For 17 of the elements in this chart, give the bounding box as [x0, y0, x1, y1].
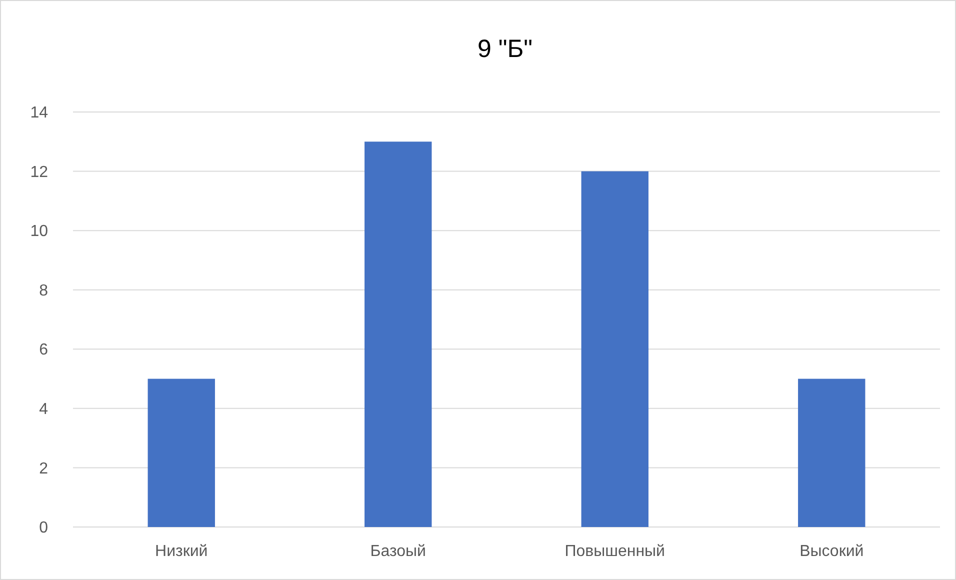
x-tick-label: Базоый [370, 543, 426, 560]
y-tick-label: 6 [39, 342, 48, 359]
y-tick-label: 8 [39, 282, 48, 300]
y-tick-label: 0 [39, 520, 48, 537]
y-tick-label: 10 [30, 223, 48, 240]
x-tick-label: Низкий [155, 543, 208, 560]
y-tick-label: 4 [39, 401, 48, 418]
y-tick-label: 12 [30, 164, 48, 181]
bar [581, 171, 648, 527]
chart-title: 9 "Б" [477, 35, 533, 63]
bar [148, 378, 215, 527]
y-tick-label: 2 [39, 460, 48, 478]
bar [798, 378, 866, 527]
x-tick-label: Высокий [800, 543, 864, 560]
x-tick-label: Повышенный [564, 543, 665, 560]
bar [364, 142, 432, 527]
y-tick-label: 14 [30, 104, 48, 122]
